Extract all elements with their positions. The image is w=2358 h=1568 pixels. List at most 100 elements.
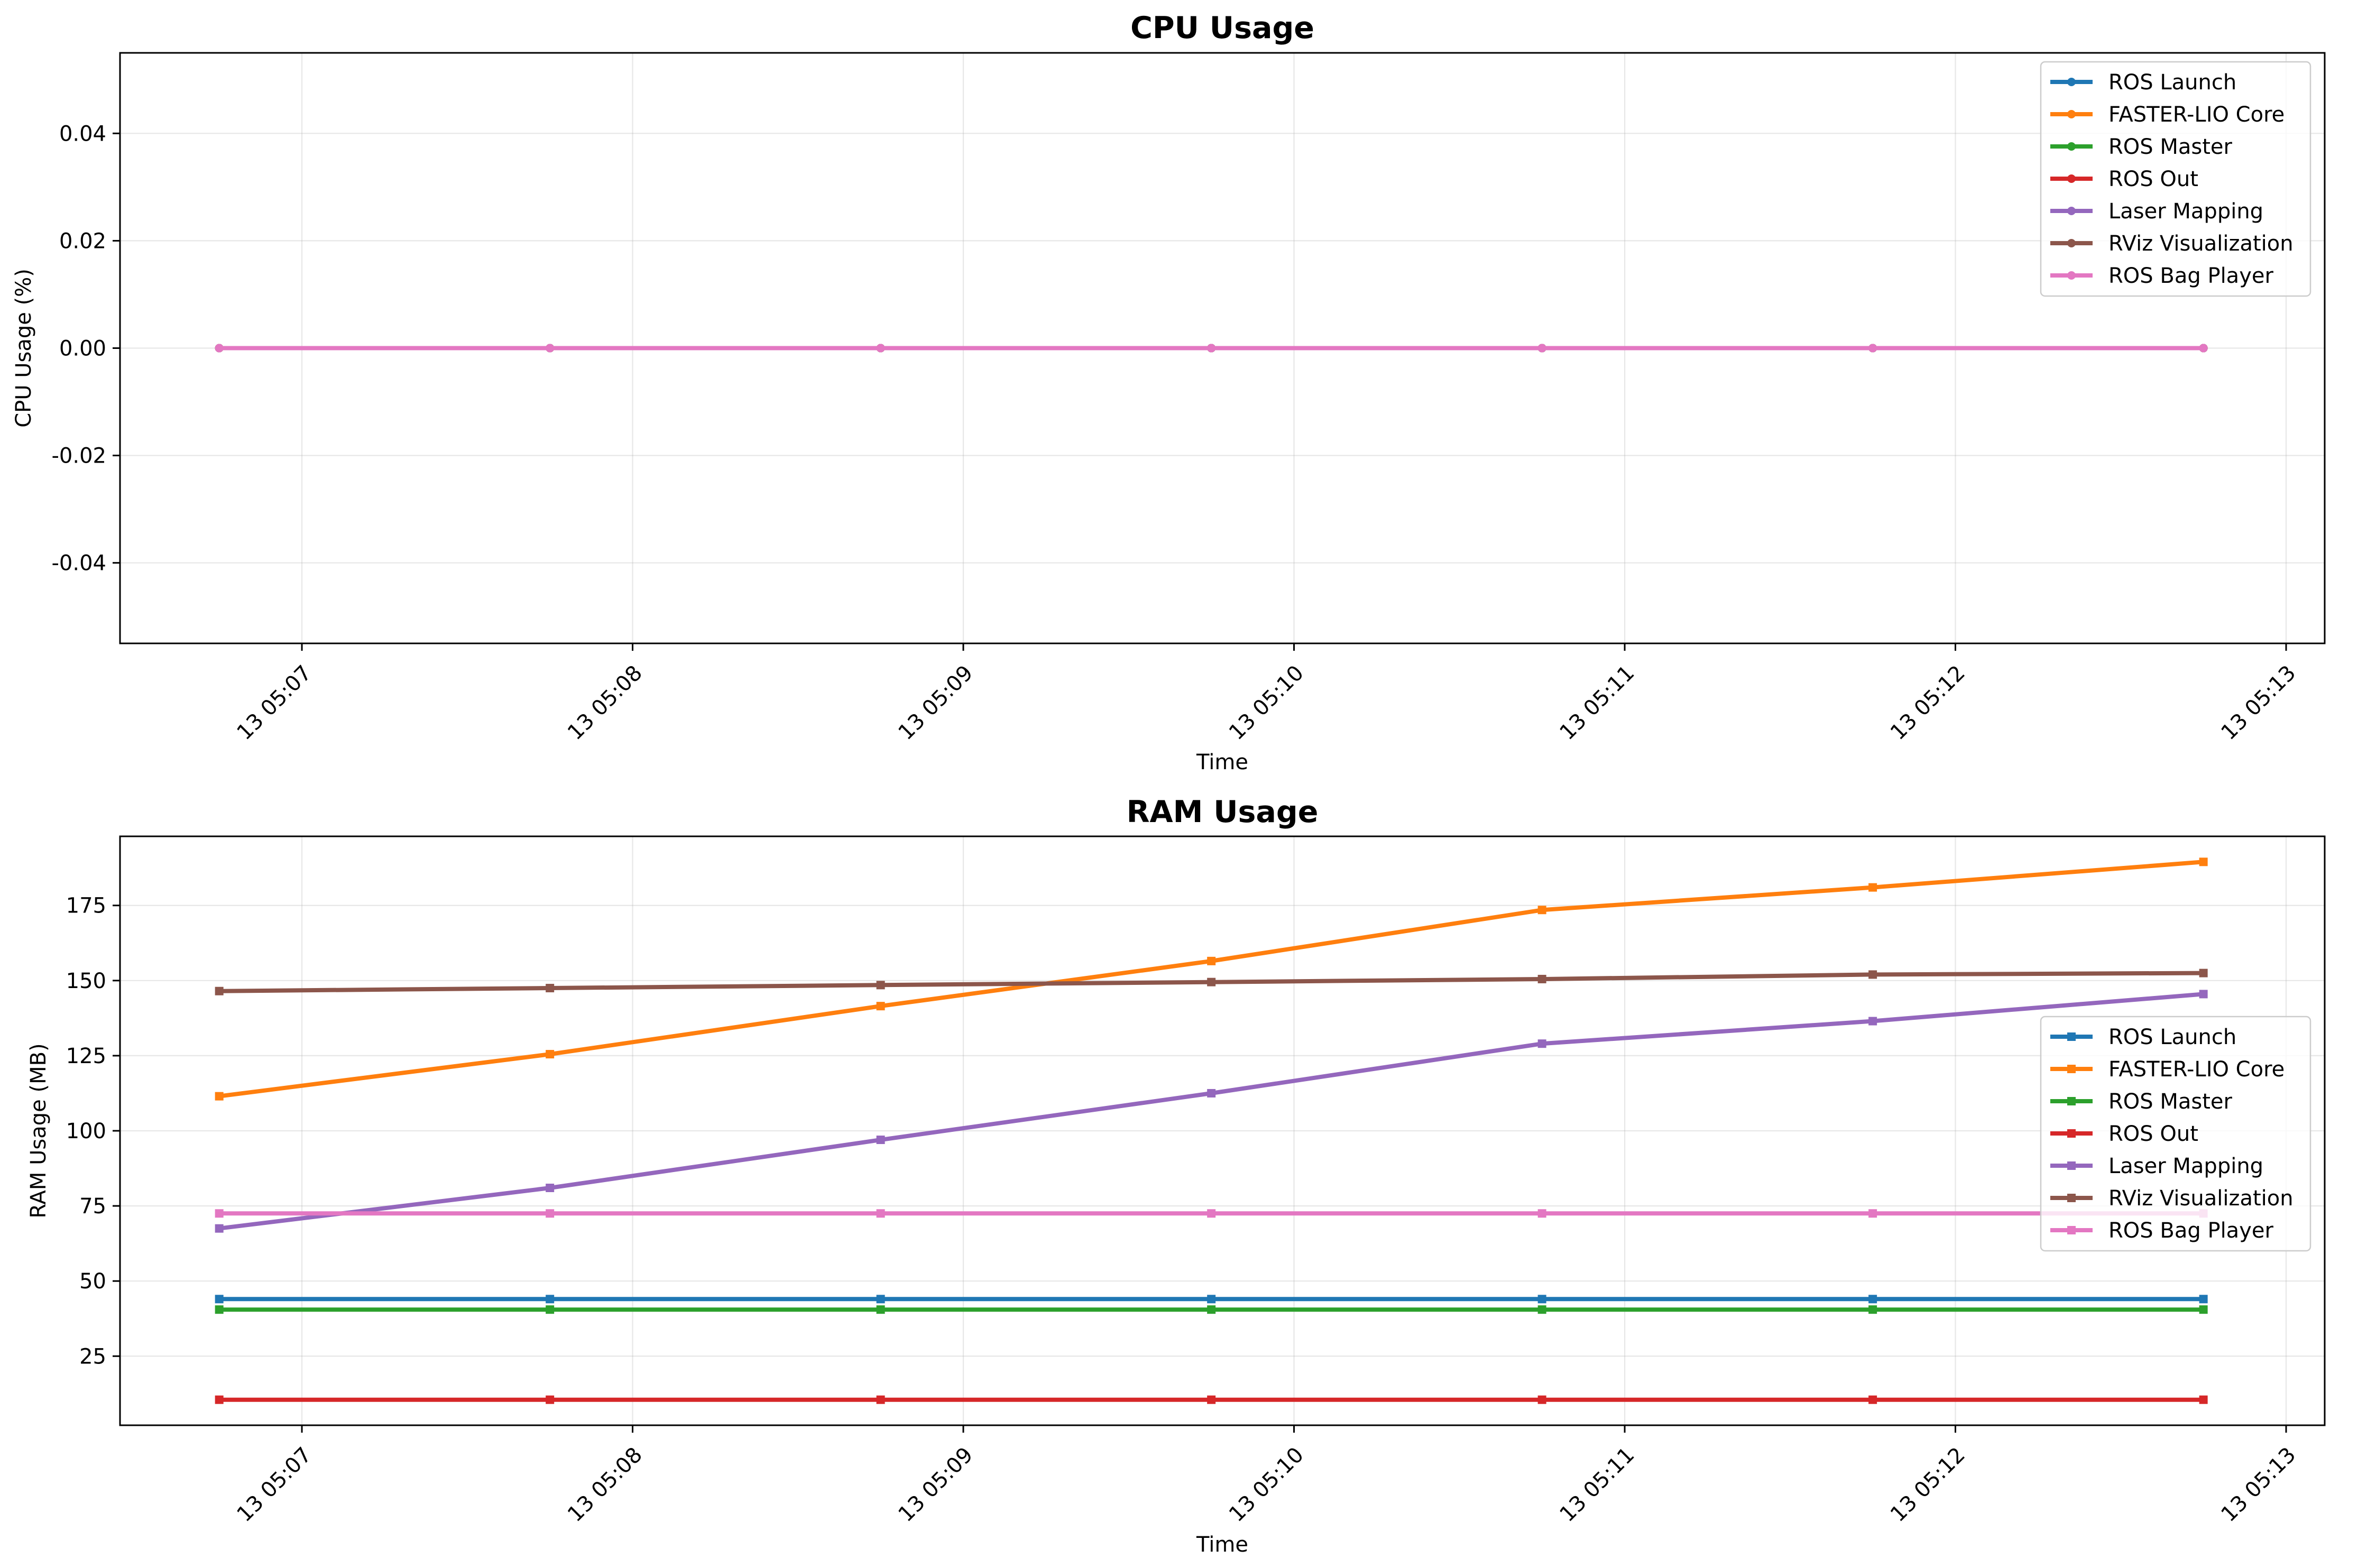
data-point-6-4	[1207, 977, 1216, 986]
data-point-7-3	[876, 1209, 885, 1218]
y-tick-label: 125	[66, 1044, 106, 1068]
y-axis-label: CPU Usage (%)	[12, 269, 36, 428]
y-tick-label: 75	[79, 1194, 106, 1219]
legend-label-4: ROS Out	[2108, 1122, 2198, 1146]
data-point-2-1	[215, 1092, 224, 1101]
x-tick-label: 13 05:10	[1224, 1443, 1309, 1527]
legend-label-2: FASTER-LIO Core	[2108, 103, 2285, 127]
x-tick-label: 13 05:13	[2216, 661, 2300, 745]
legend-marker-5	[2067, 207, 2076, 215]
data-point-7-1	[215, 344, 224, 353]
data-point-2-3	[876, 1002, 885, 1011]
data-point-4-6	[1868, 1395, 1877, 1404]
legend-marker-1	[2067, 78, 2076, 86]
data-point-2-2	[546, 1050, 555, 1059]
chart-title: RAM Usage	[1127, 795, 1319, 829]
data-point-2-4	[1207, 956, 1216, 965]
data-point-5-6	[1868, 1017, 1877, 1026]
legend-box	[2040, 1016, 2311, 1252]
x-tick-label: 13 05:12	[1886, 1443, 1970, 1527]
x-tick-label: 13 05:10	[1224, 661, 1309, 745]
legend-marker-3	[2067, 1097, 2076, 1105]
data-point-3-4	[1207, 1305, 1216, 1314]
data-point-4-7	[2199, 1395, 2208, 1404]
y-axis-label: RAM Usage (MB)	[26, 1043, 51, 1218]
legend-marker-2	[2067, 110, 2076, 118]
legend-marker-2	[2067, 1065, 2076, 1073]
data-point-7-6	[1868, 344, 1877, 353]
data-point-5-5	[1537, 1039, 1546, 1048]
data-point-6-7	[2199, 969, 2208, 977]
legend-label-1: ROS Launch	[2108, 1025, 2236, 1049]
chart-panel-2: 25 50 75 100 125 150 175 13 05:07 13 05:08 13 05:…	[26, 795, 2326, 1557]
data-point-1-3	[876, 1295, 885, 1304]
legend-marker-7	[2067, 1226, 2076, 1234]
data-point-7-1	[215, 1209, 224, 1218]
data-point-3-2	[546, 1305, 555, 1314]
data-point-5-7	[2199, 990, 2208, 999]
x-tick-label: 13 05:08	[563, 1443, 647, 1527]
data-point-7-7	[2199, 344, 2208, 353]
x-axis-label: Time	[1196, 750, 1248, 774]
data-point-7-5	[1537, 1209, 1546, 1218]
y-tick-label: 0.02	[59, 229, 106, 253]
x-tick-label: 13 05:07	[232, 661, 316, 745]
data-point-6-1	[215, 986, 224, 995]
data-point-7-5	[1537, 344, 1546, 353]
y-tick-label: 175	[66, 894, 106, 918]
data-point-7-4	[1207, 1209, 1216, 1218]
legend-label-5: Laser Mapping	[2108, 199, 2263, 224]
data-point-1-2	[546, 1295, 555, 1304]
data-point-7-2	[546, 1209, 555, 1218]
data-point-1-4	[1207, 1295, 1216, 1304]
x-tick-label: 13 05:09	[894, 661, 978, 745]
x-tick-label: 13 05:13	[2216, 1443, 2300, 1527]
legend-label-3: ROS Master	[2108, 135, 2233, 159]
chart-panel-1: -0.04 -0.02 0.00 0.02 0.04 13 05:07 13 05:08 13…	[12, 11, 2326, 774]
data-point-3-7	[2199, 1305, 2208, 1314]
data-point-1-6	[1868, 1295, 1877, 1304]
x-tick-label: 13 05:07	[232, 1443, 316, 1527]
data-point-5-3	[876, 1136, 885, 1145]
series-line-5	[219, 992, 2204, 1231]
y-tick-label: -0.04	[52, 551, 107, 576]
data-point-2-6	[1868, 883, 1877, 892]
data-point-4-2	[546, 1395, 555, 1404]
legend-label-3: ROS Master	[2108, 1090, 2233, 1114]
data-point-3-1	[215, 1305, 224, 1314]
data-point-6-3	[876, 981, 885, 990]
chart-title: CPU Usage	[1130, 11, 1314, 45]
legend-label-6: RViz Visualization	[2108, 1186, 2293, 1211]
y-tick-label: -0.02	[52, 444, 107, 468]
grid	[120, 836, 2325, 1425]
legend-label-2: FASTER-LIO Core	[2108, 1057, 2285, 1082]
data-point-6-2	[546, 984, 555, 993]
data-point-3-3	[876, 1305, 885, 1314]
legend-box	[2040, 61, 2311, 297]
y-tick-label: 25	[79, 1344, 106, 1369]
data-point-4-1	[215, 1395, 224, 1404]
legend-marker-5	[2067, 1161, 2076, 1170]
legend-label-7: ROS Bag Player	[2108, 1219, 2273, 1243]
legend-marker-4	[2067, 174, 2076, 183]
data-point-2-5	[1537, 906, 1546, 915]
series-group	[215, 857, 2208, 1404]
data-point-3-5	[1537, 1305, 1546, 1314]
data-point-6-6	[1868, 970, 1877, 979]
legend-label-1: ROS Launch	[2108, 70, 2236, 95]
y-tick-label: 0.00	[59, 337, 106, 361]
data-point-7-4	[1207, 344, 1216, 353]
data-point-4-4	[1207, 1395, 1216, 1404]
data-point-4-3	[876, 1395, 885, 1404]
x-tick-label: 13 05:08	[563, 661, 647, 745]
data-point-7-6	[1868, 1209, 1877, 1218]
data-point-5-4	[1207, 1089, 1216, 1097]
series-group	[215, 344, 2208, 353]
y-tick-label: 100	[66, 1119, 106, 1143]
legend-label-4: ROS Out	[2108, 167, 2198, 191]
data-point-4-5	[1537, 1395, 1546, 1404]
legend-marker-6	[2067, 239, 2076, 247]
data-point-5-2	[546, 1183, 555, 1192]
data-point-1-1	[215, 1295, 224, 1304]
